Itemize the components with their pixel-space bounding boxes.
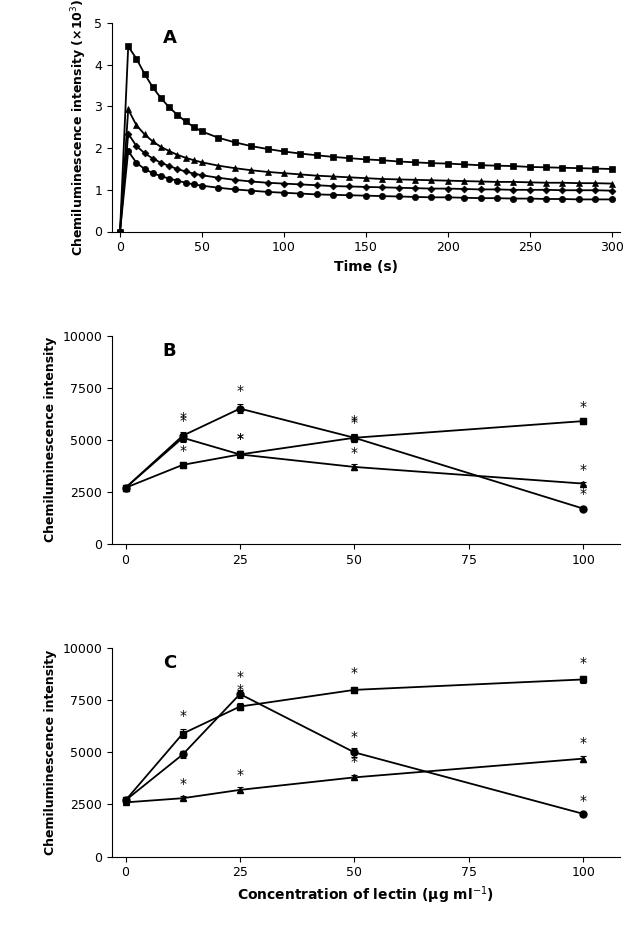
Text: *: * [580,736,587,750]
Text: *: * [236,683,243,697]
Text: *: * [236,432,243,446]
Text: *: * [351,445,358,459]
Y-axis label: Chemiluminescence intensity: Chemiluminescence intensity [43,650,57,855]
Text: *: * [180,444,186,457]
Text: A: A [162,30,176,47]
Text: *: * [580,657,587,670]
Text: *: * [580,400,587,414]
Text: *: * [236,432,243,446]
Text: B: B [162,342,176,360]
Text: *: * [351,755,358,769]
Text: *: * [580,794,587,807]
Text: *: * [180,709,186,723]
Text: *: * [351,667,358,681]
Text: *: * [180,732,186,745]
Text: *: * [351,417,358,431]
Text: *: * [236,669,243,683]
Text: *: * [180,415,186,429]
X-axis label: Concentration of lectin (μg ml$^{-1}$): Concentration of lectin (μg ml$^{-1}$) [237,885,495,907]
Y-axis label: Chemiluminescence intensity: Chemiluminescence intensity [43,337,57,543]
Text: *: * [580,463,587,478]
Y-axis label: Chemiluminescence intensity (×10$^3$): Chemiluminescence intensity (×10$^3$) [69,0,89,256]
Text: *: * [580,487,587,501]
Text: *: * [180,411,186,425]
Text: *: * [180,777,186,791]
Text: *: * [236,384,243,398]
X-axis label: Time (s): Time (s) [334,260,398,274]
Text: C: C [162,655,176,672]
Text: *: * [351,730,358,745]
Text: *: * [351,415,358,429]
Text: *: * [236,768,243,782]
